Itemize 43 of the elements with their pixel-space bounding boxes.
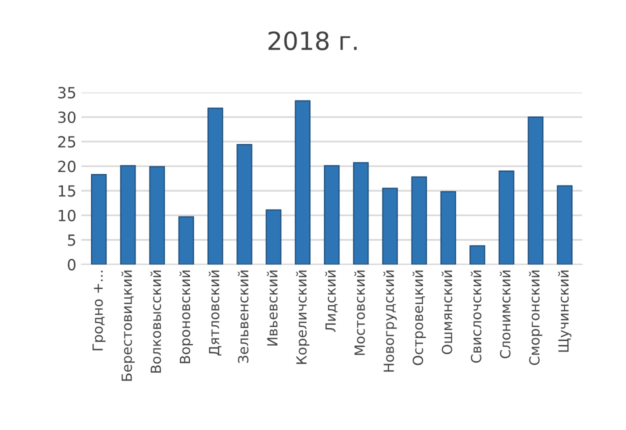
y-tick-label: 5 — [68, 234, 76, 246]
bar — [556, 185, 573, 264]
x-tick-label: Кореличский — [296, 270, 310, 364]
bar — [498, 170, 514, 264]
bar — [266, 209, 282, 264]
x-tick-label: Зельвенский — [238, 270, 248, 363]
y-tick-label: 10 — [58, 210, 76, 222]
x-tick-label: Ошмянский — [442, 270, 452, 354]
x-tick-label: Мостовский — [354, 270, 365, 355]
x-tick-label: Слонимский — [500, 270, 511, 358]
x-tick-label: Вороновский — [180, 270, 193, 364]
bar — [294, 100, 310, 264]
bar — [236, 144, 252, 264]
x-tick-label: Новогрудский — [383, 270, 397, 372]
bar — [353, 162, 369, 264]
y-tick-label: 35 — [58, 86, 76, 98]
chart-title: 2018 г. — [268, 31, 357, 50]
bar — [470, 245, 486, 264]
y-tick-label: 0 — [68, 258, 76, 270]
y-tick-label: 20 — [58, 160, 76, 172]
bar — [178, 216, 194, 264]
bar — [411, 176, 427, 264]
x-tick-label: Сморгонский — [528, 270, 542, 365]
bar — [120, 165, 136, 264]
x-tick-label: Свислочский — [470, 270, 482, 363]
y-tick-label: 25 — [58, 136, 76, 148]
x-tick-label: Гродно +... — [92, 270, 106, 350]
x-tick-label: Берестовицкий — [121, 270, 135, 381]
bar — [91, 174, 107, 264]
bar — [382, 188, 398, 264]
bar — [149, 166, 165, 264]
y-tick-label: 15 — [58, 185, 76, 197]
bar — [440, 191, 456, 264]
x-tick-label: Ивьевский — [266, 270, 278, 346]
bar — [207, 108, 224, 264]
bar — [528, 116, 544, 264]
x-tick-label: Дятловский — [208, 270, 222, 356]
x-tick-label: Щучинский — [558, 270, 572, 352]
x-tick-label: Волковысский — [150, 270, 162, 373]
y-tick-label: 30 — [58, 111, 76, 124]
x-tick-label: Островецкий — [412, 270, 426, 366]
bar — [324, 165, 340, 264]
x-tick-label: Лидский — [325, 270, 338, 332]
